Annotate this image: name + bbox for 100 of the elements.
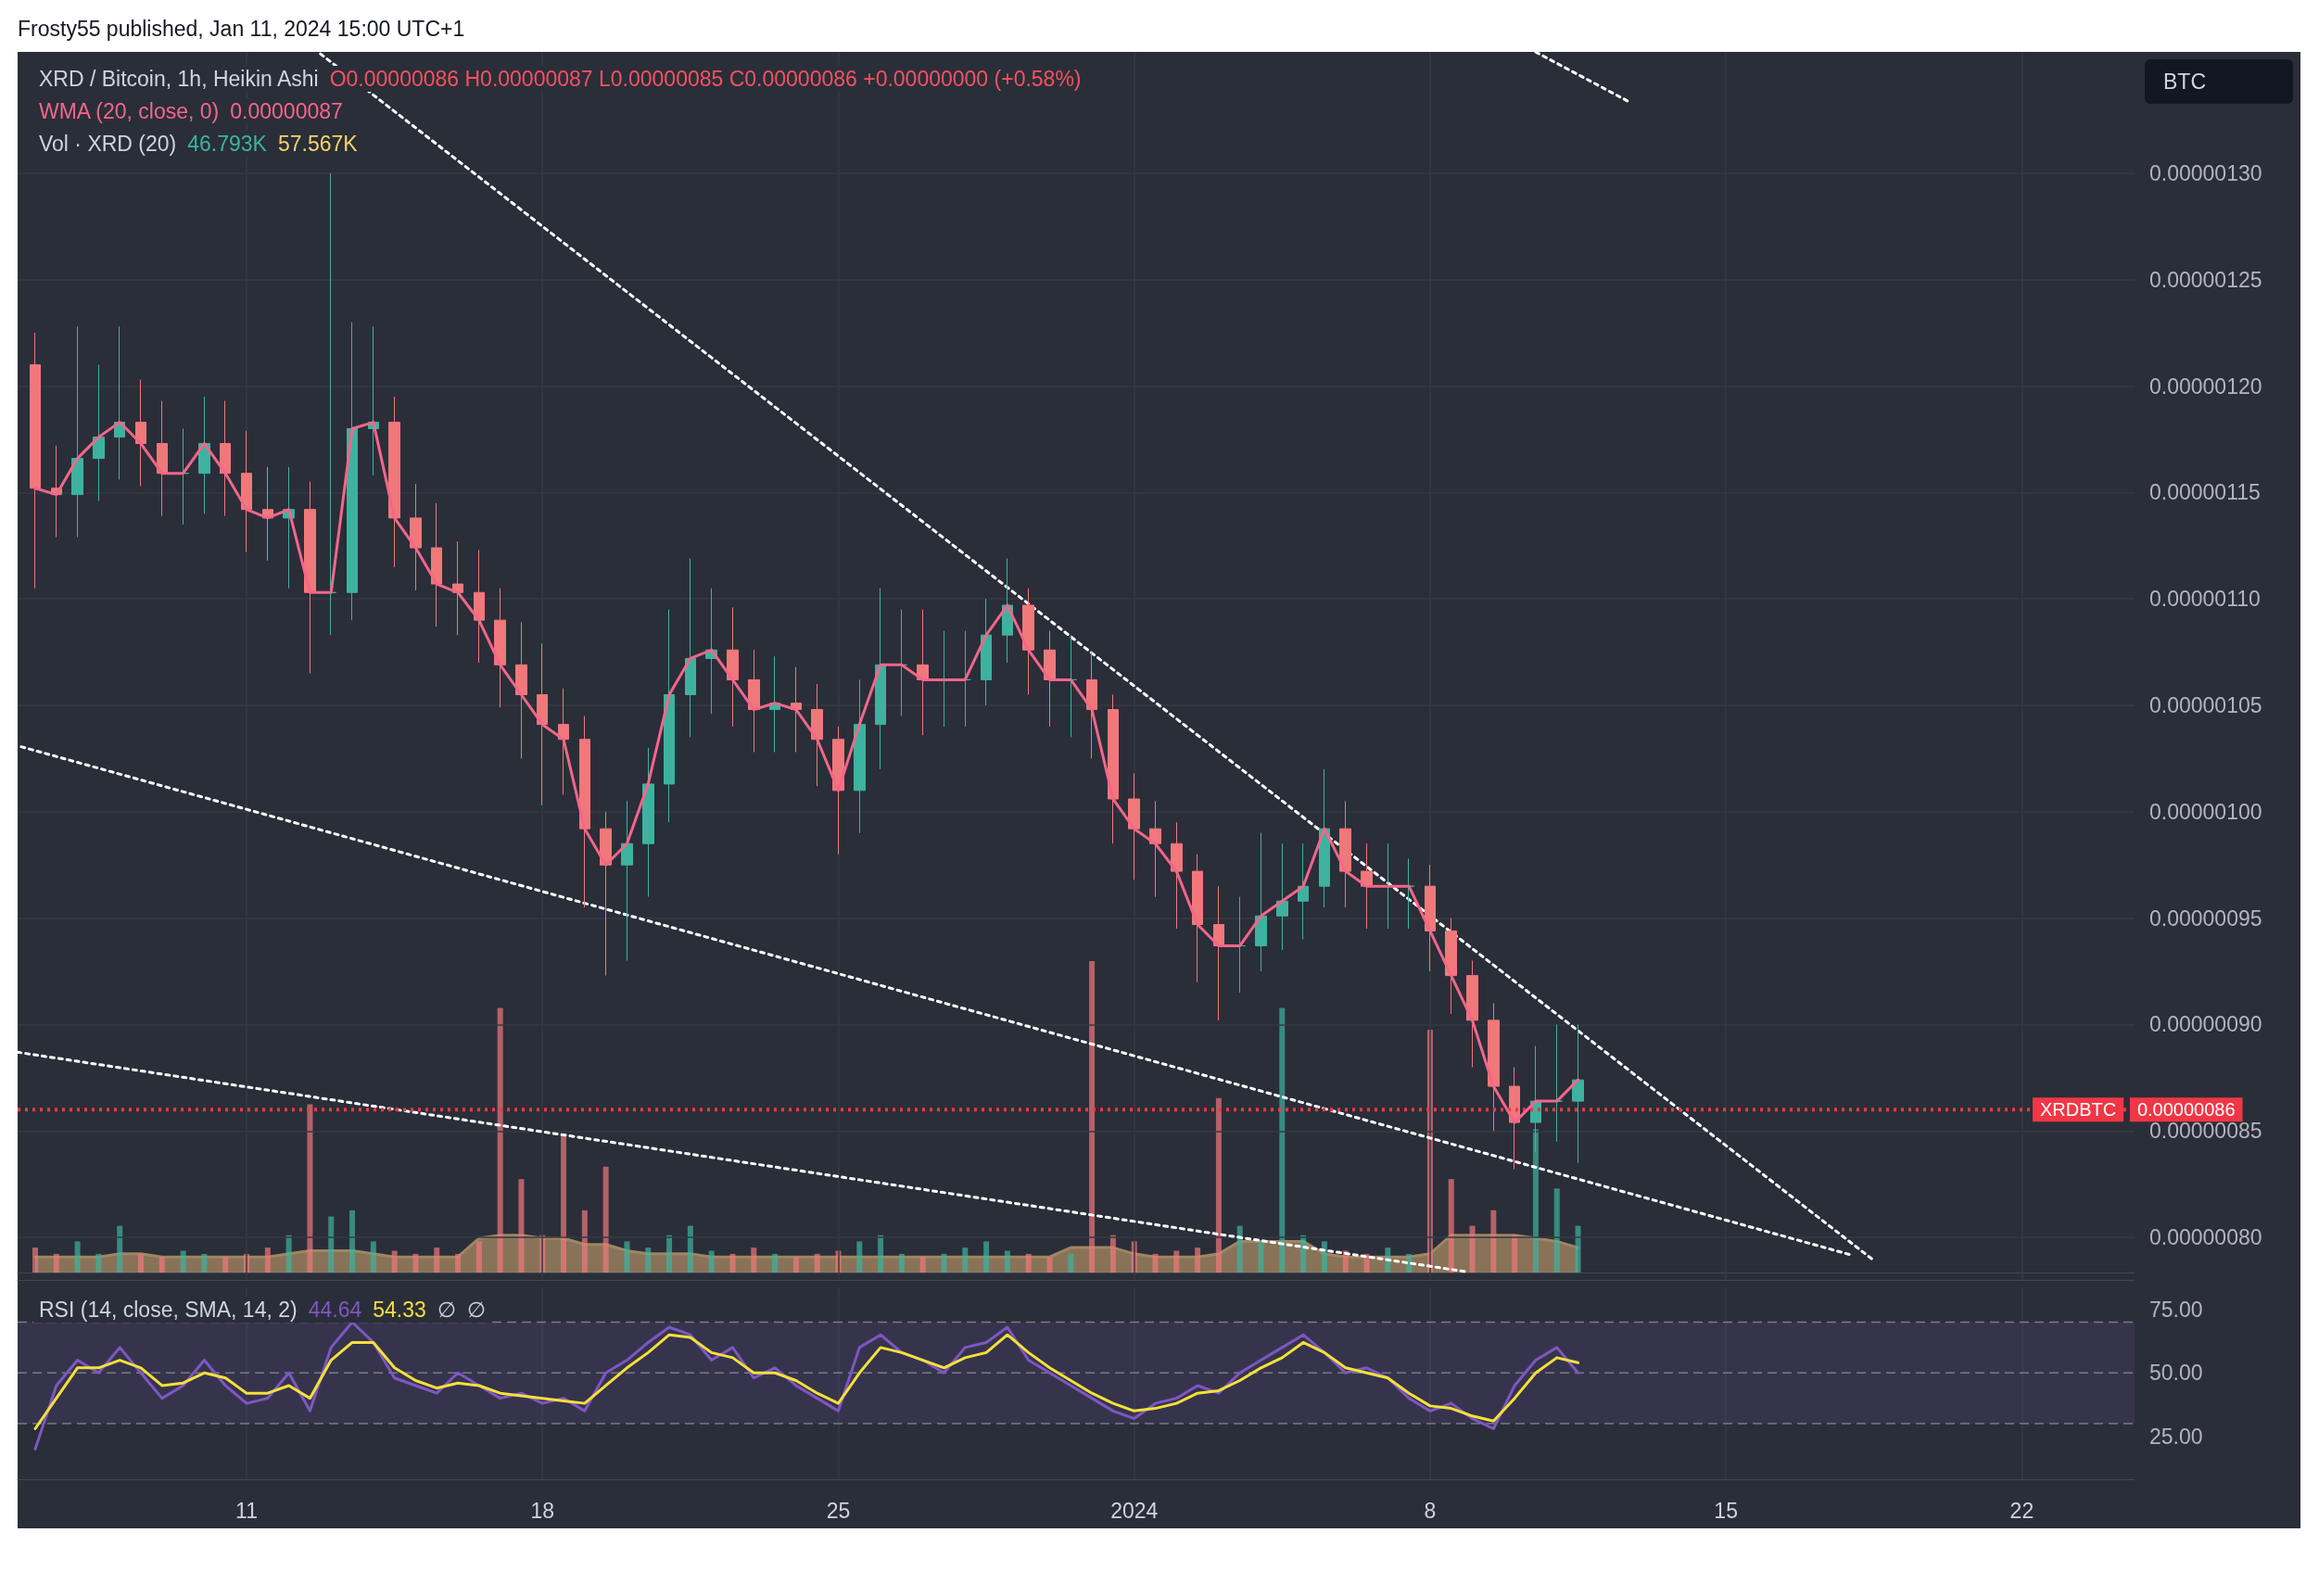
y-tick-label: 0.00000120 xyxy=(2149,374,2262,399)
candlestick xyxy=(1128,772,1140,880)
bar xyxy=(1321,1241,1327,1273)
candlestick xyxy=(347,322,358,621)
candlestick xyxy=(494,588,506,708)
candlestick xyxy=(1086,652,1097,759)
bar xyxy=(455,1253,462,1273)
bar xyxy=(264,1248,271,1273)
candlestick xyxy=(93,364,105,502)
bar xyxy=(307,1104,313,1273)
candlestick xyxy=(220,400,231,517)
bar xyxy=(475,1241,482,1273)
y-tick-label: 0.00000080 xyxy=(2149,1225,2262,1250)
candlestick xyxy=(515,621,527,759)
bar xyxy=(1025,1253,1032,1273)
bar xyxy=(814,1253,820,1273)
candlestick xyxy=(748,649,760,753)
bar xyxy=(898,1253,905,1273)
candlestick xyxy=(1361,842,1373,930)
annotation: 44.64 xyxy=(302,1297,368,1323)
candlestick xyxy=(1572,1023,1584,1164)
annotation: ∅ xyxy=(461,1297,491,1323)
y-tick-label: 0.00000095 xyxy=(2149,906,2262,931)
candlestick xyxy=(1276,842,1288,951)
candlestick xyxy=(791,666,802,753)
bar xyxy=(370,1241,376,1273)
annotation: 57.567K xyxy=(272,131,363,157)
y-tick-label: 0.00000090 xyxy=(2149,1012,2262,1037)
x-tick-label: 8 xyxy=(1424,1498,1437,1523)
candlestick xyxy=(1044,630,1056,728)
y-tick-label: 25.00 xyxy=(2149,1424,2203,1449)
bar xyxy=(878,1235,884,1273)
bar xyxy=(412,1253,419,1273)
bar xyxy=(222,1257,229,1273)
bar xyxy=(1279,1007,1286,1273)
bar xyxy=(349,1210,356,1273)
bar xyxy=(856,1241,863,1273)
annotation: ∅ xyxy=(431,1297,462,1323)
candlestick xyxy=(1488,1002,1500,1132)
bar xyxy=(792,1257,799,1273)
bar xyxy=(434,1248,440,1273)
bar xyxy=(962,1248,969,1273)
bar xyxy=(201,1253,208,1273)
bar xyxy=(1385,1248,1391,1273)
bar xyxy=(1109,1235,1116,1273)
candlestick xyxy=(579,715,590,908)
annotation: O0.00000086 H0.00000087 L0.00000085 C0.00000086 +0.00000000 (+0.58%) xyxy=(323,66,1087,92)
bar xyxy=(138,1253,145,1273)
bar xyxy=(624,1241,630,1273)
text: RSI (14, close, SMA, 14, 2) xyxy=(33,1297,303,1323)
x-tick-label: 15 xyxy=(1714,1498,1738,1523)
candlestick xyxy=(1425,864,1436,972)
candlestick xyxy=(452,540,463,636)
bar xyxy=(74,1241,81,1273)
annotation: 54.33 xyxy=(367,1297,432,1323)
text: 0.00000086 xyxy=(2136,1099,2236,1121)
candlestick xyxy=(642,747,654,898)
bar xyxy=(1068,1253,1074,1273)
candlestick xyxy=(685,558,696,738)
candlestick xyxy=(431,502,442,627)
y-tick-label: 0.00000125 xyxy=(2149,267,2262,292)
bar xyxy=(285,1235,292,1273)
bar xyxy=(53,1253,59,1273)
candlestick xyxy=(875,588,886,770)
y-tick-label: 0.00000100 xyxy=(2149,799,2262,824)
y-tick-label: 0.00000085 xyxy=(2149,1119,2262,1144)
line-series xyxy=(33,1333,1580,1431)
y-tick-label: 75.00 xyxy=(2149,1297,2203,1322)
bar xyxy=(561,1135,567,1273)
y-tick-label: 0.00000115 xyxy=(2149,480,2261,505)
bar xyxy=(1490,1210,1497,1273)
y-axis-title: BTC xyxy=(2145,59,2293,104)
bar xyxy=(1215,1097,1222,1273)
candlestick xyxy=(981,598,992,706)
ref-line-label: XRDBTC xyxy=(2040,1099,2117,1121)
annotation: 0.00000087 xyxy=(224,98,348,124)
bar xyxy=(1363,1253,1370,1273)
candlestick xyxy=(1255,832,1267,972)
bar xyxy=(1089,961,1096,1273)
candlestick xyxy=(388,396,400,568)
text: WMA (20, close, 0) xyxy=(33,98,225,124)
bar xyxy=(158,1257,165,1273)
bar xyxy=(1575,1225,1581,1273)
chart-title: Vol · XRD (20) xyxy=(33,131,183,157)
candlestick xyxy=(157,400,168,517)
candlestick xyxy=(410,483,422,591)
candlestick xyxy=(304,481,316,675)
bar xyxy=(1152,1253,1159,1273)
bar xyxy=(518,1179,525,1273)
y-tick-label: 0.00000110 xyxy=(2149,587,2261,612)
candlestick xyxy=(1171,821,1183,930)
bar xyxy=(95,1253,102,1273)
candlestick xyxy=(1298,842,1309,941)
bar xyxy=(602,1166,609,1273)
x-tick-label: 11 xyxy=(235,1498,258,1523)
candlestick xyxy=(811,683,823,787)
bar xyxy=(391,1250,398,1273)
candlestick xyxy=(135,379,146,487)
candlestick xyxy=(1149,800,1161,898)
bar xyxy=(117,1225,123,1273)
